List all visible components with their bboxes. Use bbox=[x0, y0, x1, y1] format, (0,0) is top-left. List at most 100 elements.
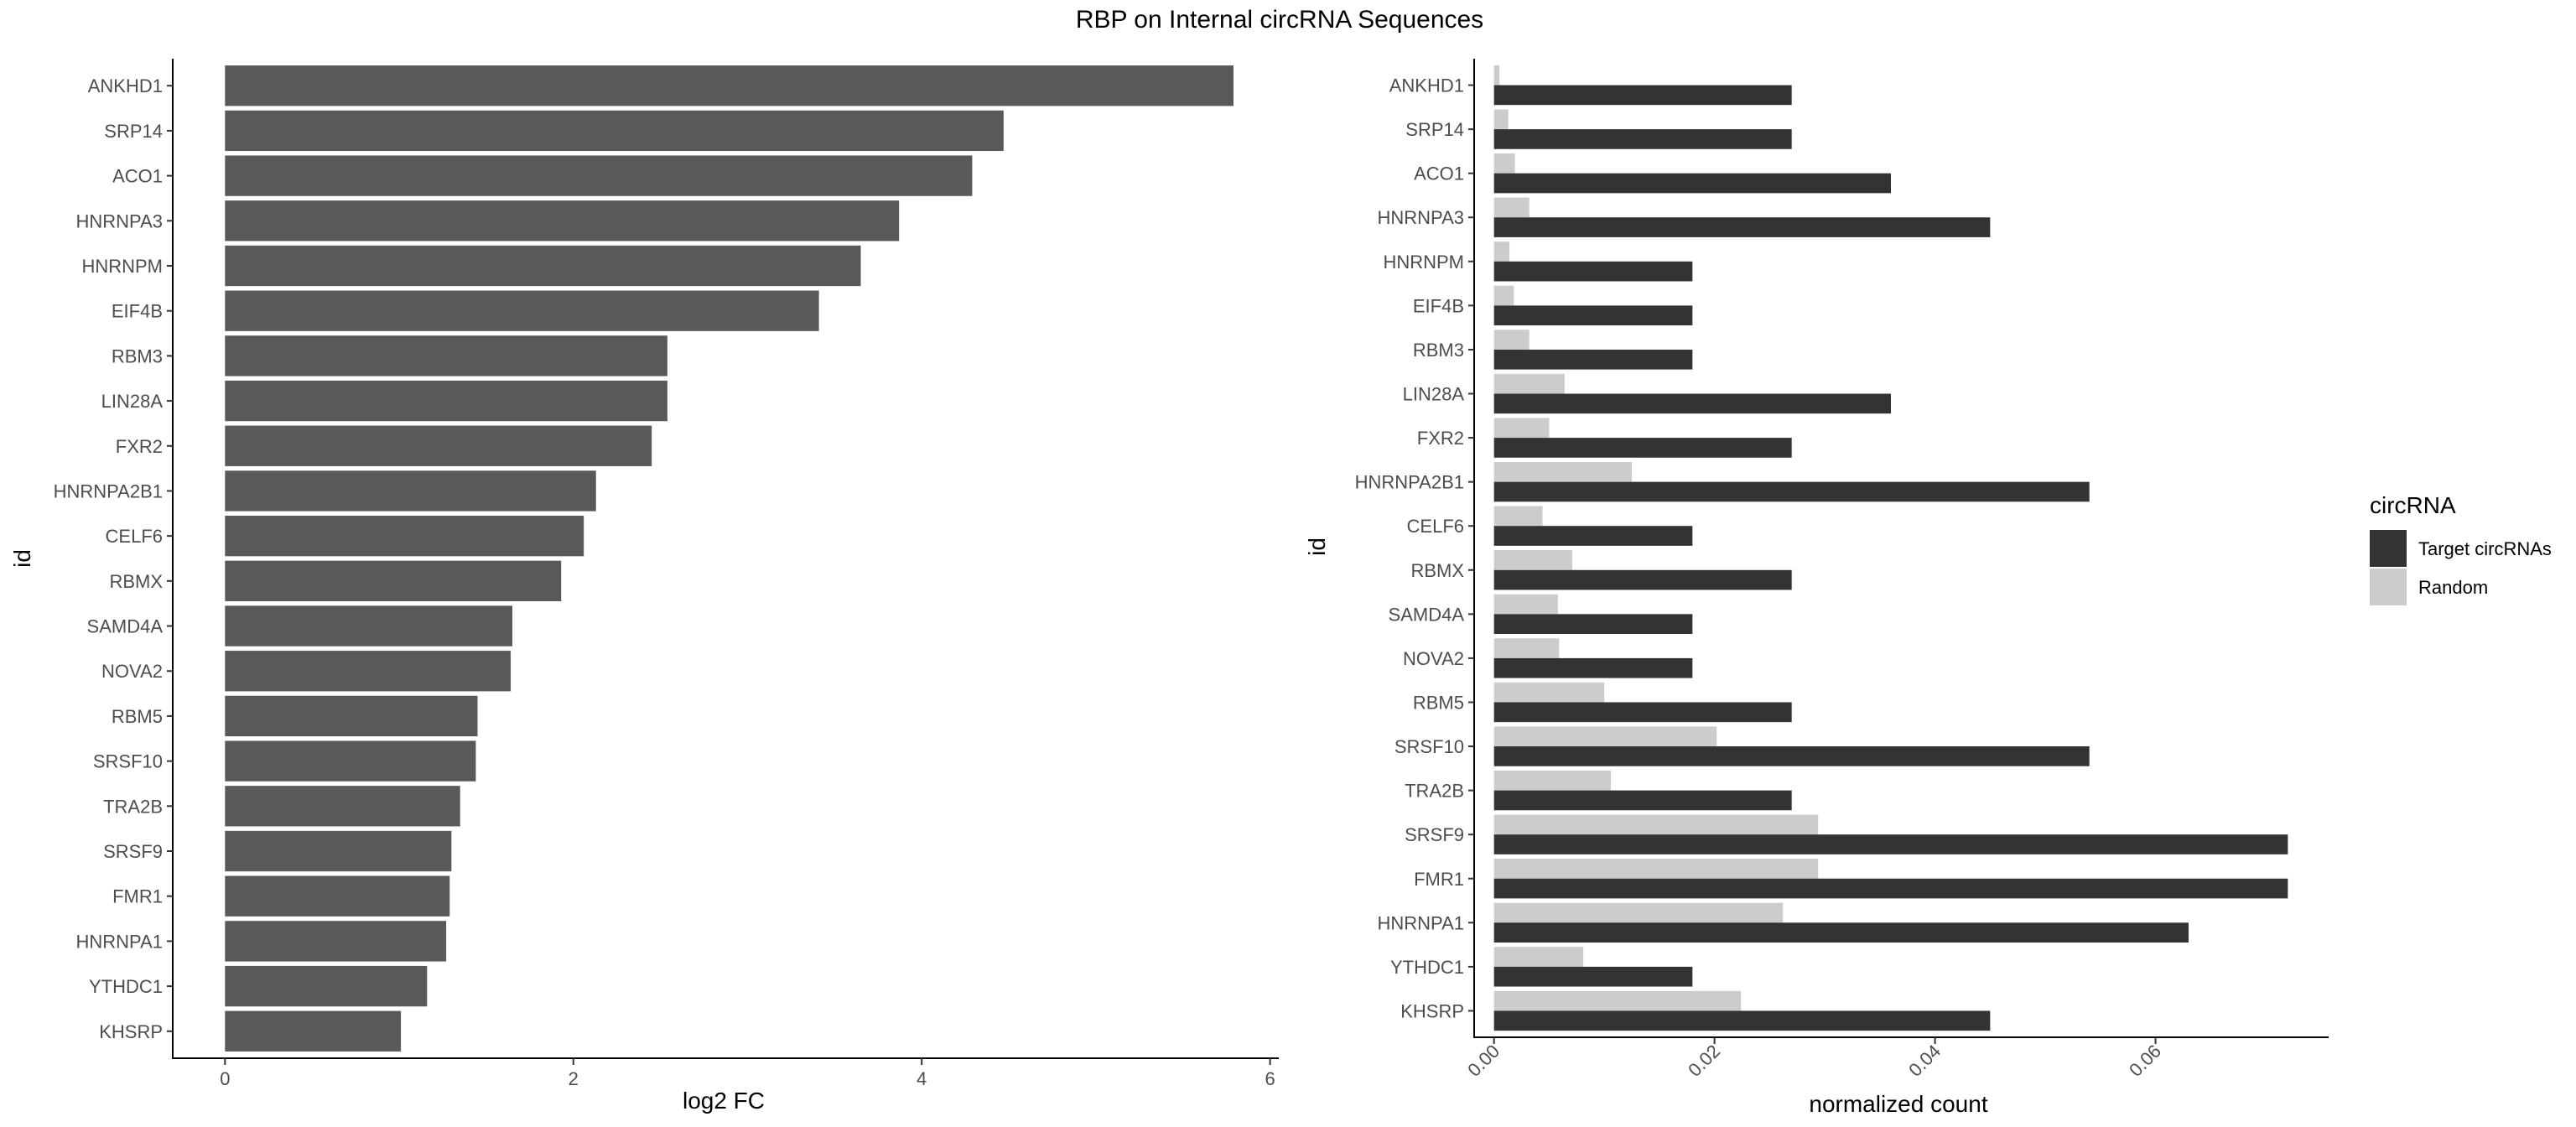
bar-target-lin28a bbox=[1493, 393, 1892, 414]
left-x-tick-label: 0 bbox=[220, 1068, 230, 1089]
right-x-tick-label: 0.04 bbox=[1904, 1041, 1945, 1081]
right-y-tick-label: TRA2B bbox=[1405, 781, 1464, 802]
left-bars bbox=[225, 65, 1233, 1052]
bar-target-ankhd1 bbox=[1493, 85, 1792, 106]
bar-random-hnrnpa3 bbox=[1493, 197, 1530, 218]
left-y-tick-label: HNRNPM bbox=[81, 256, 163, 277]
right-x-tick-label: 0.02 bbox=[1684, 1041, 1724, 1081]
right-y-tick-label: CELF6 bbox=[1407, 516, 1464, 537]
left-y-tick-label: SRP14 bbox=[104, 121, 163, 142]
bar-random-rbm3 bbox=[1493, 330, 1530, 350]
bar-random-samd4a bbox=[1493, 594, 1558, 615]
bar-target-rbmx bbox=[1493, 569, 1792, 590]
bar-fmr1 bbox=[225, 875, 450, 917]
bar-fxr2 bbox=[225, 425, 652, 466]
bar-random-celf6 bbox=[1493, 506, 1543, 527]
left-y-tick-label: TRA2B bbox=[103, 796, 163, 817]
left-y-tick-label: RBMX bbox=[109, 571, 163, 592]
bar-target-fmr1 bbox=[1493, 878, 2288, 899]
right-y-tick-label: YTHDC1 bbox=[1390, 957, 1464, 978]
left-y-tick-label: ACO1 bbox=[112, 166, 163, 187]
left-x-tick-label: 2 bbox=[569, 1068, 579, 1089]
left-y-tick-label: SRSF10 bbox=[93, 751, 163, 772]
left-y-tick-label: SAMD4A bbox=[87, 616, 164, 637]
left-y-tick-label: HNRNPA1 bbox=[75, 931, 163, 952]
bar-random-hnrnpm bbox=[1493, 242, 1510, 262]
bar-target-aco1 bbox=[1493, 173, 1892, 194]
right-panel: ANKHD1 SRP14 ACO1 HNRNPA3 HNRNPM EIF4B RBM3 LIN… bbox=[1304, 59, 2329, 1117]
left-x-axis-title: log2 FC bbox=[683, 1088, 765, 1114]
bar-srp14 bbox=[225, 110, 1004, 152]
right-y-tick-label: HNRNPA2B1 bbox=[1355, 472, 1464, 493]
bar-target-ythdc1 bbox=[1493, 966, 1693, 987]
left-y-ticks: ANKHD1 SRP14 ACO1 HNRNPA3 HNRNPM EIF4B RBM3 LIN… bbox=[54, 75, 173, 1042]
bar-lin28a bbox=[225, 380, 667, 422]
bar-target-khsrp bbox=[1493, 1010, 1991, 1031]
bar-target-srsf9 bbox=[1493, 834, 2288, 854]
left-y-tick-label: LIN28A bbox=[101, 391, 164, 412]
bar-random-rbmx bbox=[1493, 550, 1573, 570]
bar-tra2b bbox=[225, 786, 460, 827]
bar-target-hnrnpa3 bbox=[1493, 217, 1991, 237]
bar-random-fxr2 bbox=[1493, 418, 1550, 439]
bar-random-srsf9 bbox=[1493, 814, 1819, 835]
right-y-tick-label: RBM5 bbox=[1413, 692, 1464, 713]
bar-random-srp14 bbox=[1493, 109, 1509, 130]
right-y-ticks: ANKHD1 SRP14 ACO1 HNRNPA3 HNRNPM EIF4B RBM3 LIN… bbox=[1355, 75, 1474, 1021]
left-y-tick-label: HNRNPA2B1 bbox=[54, 480, 163, 501]
bar-srsf10 bbox=[225, 740, 476, 782]
left-y-tick-label: NOVA2 bbox=[101, 661, 163, 682]
bar-target-srp14 bbox=[1493, 129, 1792, 149]
bar-aco1 bbox=[225, 155, 973, 196]
bar-target-eif4b bbox=[1493, 305, 1693, 326]
right-y-tick-label: EIF4B bbox=[1413, 295, 1464, 316]
right-x-tick-label: 0.06 bbox=[2125, 1041, 2165, 1081]
right-y-tick-label: HNRNPA3 bbox=[1377, 207, 1464, 228]
bar-random-aco1 bbox=[1493, 153, 1515, 174]
bar-random-hnrnpa2b1 bbox=[1493, 461, 1633, 482]
right-y-tick-label: HNRNPM bbox=[1383, 252, 1464, 273]
right-y-tick-label: FMR1 bbox=[1414, 869, 1464, 890]
bar-target-nova2 bbox=[1493, 657, 1693, 678]
bar-nova2 bbox=[225, 651, 511, 692]
right-y-axis-title: id bbox=[1304, 538, 1330, 556]
bar-celf6 bbox=[225, 515, 584, 557]
right-y-tick-label: SRP14 bbox=[1405, 119, 1464, 140]
chart-title: RBP on Internal circRNA Sequences bbox=[1076, 6, 1483, 34]
right-y-tick-label: SAMD4A bbox=[1389, 604, 1465, 625]
bar-target-tra2b bbox=[1493, 790, 1792, 811]
legend-label-random: Random bbox=[2418, 577, 2488, 598]
legend-label-target: Target circRNAs bbox=[2418, 538, 2552, 559]
bar-random-rbm5 bbox=[1493, 682, 1605, 703]
right-y-tick-label: FXR2 bbox=[1417, 428, 1464, 449]
bar-random-hnrnpa1 bbox=[1493, 902, 1784, 923]
left-x-tick-label: 6 bbox=[1265, 1068, 1275, 1089]
right-y-tick-label: ACO1 bbox=[1414, 164, 1464, 184]
left-y-tick-label: RBM5 bbox=[112, 706, 163, 727]
left-y-tick-label: FXR2 bbox=[116, 436, 163, 457]
bar-rbm5 bbox=[225, 695, 478, 737]
left-y-tick-label: CELF6 bbox=[106, 526, 163, 547]
left-y-tick-label: FMR1 bbox=[112, 886, 163, 907]
bar-target-celf6 bbox=[1493, 526, 1693, 546]
right-x-tick-label: 0.00 bbox=[1463, 1041, 1504, 1081]
bar-random-ythdc1 bbox=[1493, 947, 1584, 967]
bar-samd4a bbox=[225, 605, 513, 647]
right-bars bbox=[1493, 65, 2288, 1031]
bar-random-srsf10 bbox=[1493, 726, 1717, 747]
bar-hnrnpa1 bbox=[225, 921, 447, 962]
bar-random-tra2b bbox=[1493, 770, 1612, 791]
bar-random-ankhd1 bbox=[1493, 65, 1500, 86]
right-y-tick-label: RBM3 bbox=[1413, 340, 1464, 361]
bar-hnrnpa2b1 bbox=[225, 470, 596, 512]
bar-random-nova2 bbox=[1493, 638, 1560, 658]
right-x-ticks: 0.00 0.02 0.04 0.06 bbox=[1463, 1037, 2165, 1081]
left-y-tick-label: KHSRP bbox=[99, 1021, 163, 1042]
bar-eif4b bbox=[225, 290, 819, 331]
legend: circRNA Target circRNAs Random bbox=[2370, 492, 2552, 605]
left-y-tick-label: ANKHD1 bbox=[88, 75, 163, 96]
right-y-tick-label: KHSRP bbox=[1400, 1000, 1464, 1021]
left-y-tick-label: HNRNPA3 bbox=[75, 210, 163, 231]
bar-target-rbm5 bbox=[1493, 702, 1792, 723]
bar-target-rbm3 bbox=[1493, 349, 1693, 370]
